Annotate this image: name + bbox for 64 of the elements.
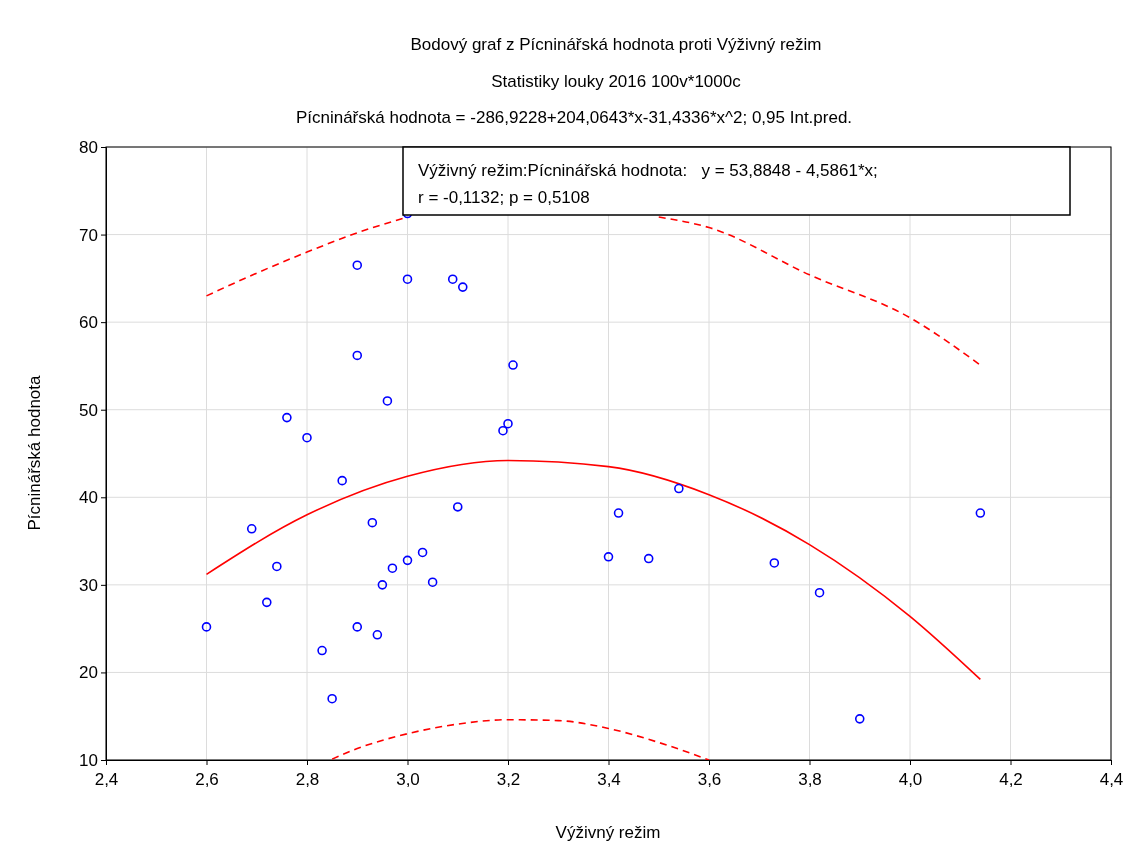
x-tick-label: 3,6 bbox=[697, 770, 722, 789]
annotation: Výživný režim:Pícninářská hodnota: y = 53,8848 - 4,5861*x; bbox=[418, 161, 878, 180]
line-series bbox=[205, 459, 982, 681]
point bbox=[367, 517, 378, 528]
x-tick-label: 3,4 bbox=[597, 770, 621, 789]
point bbox=[603, 552, 614, 562]
point bbox=[503, 418, 513, 429]
point bbox=[352, 350, 363, 361]
point bbox=[201, 622, 212, 632]
point bbox=[387, 563, 398, 573]
text-box: Výživný režim:Pícninářská hodnota: y = 53,8848 - 4,5861*x; r = -0,1132; p = 0,5108 bbox=[402, 146, 1071, 216]
point bbox=[854, 714, 865, 724]
y-tick-label: 80 bbox=[79, 137, 98, 157]
x-tick-label: 4,4 bbox=[1099, 770, 1124, 789]
y-tick-label: 40 bbox=[79, 488, 98, 508]
y-tick-label: 30 bbox=[79, 575, 98, 595]
point bbox=[613, 508, 624, 518]
point bbox=[427, 577, 438, 588]
y-tick-label: 60 bbox=[79, 313, 98, 333]
point bbox=[282, 412, 292, 423]
point bbox=[674, 483, 684, 494]
point bbox=[457, 282, 468, 292]
x-tick-label: 2,8 bbox=[295, 770, 320, 789]
point bbox=[262, 597, 272, 608]
chart-subtitle: Statistiky louky 2016 100v*1000c bbox=[491, 72, 742, 91]
y-axis-title: Pícninářská hodnota bbox=[25, 374, 44, 531]
point bbox=[769, 558, 780, 568]
point bbox=[272, 561, 282, 572]
x-tick-label: 3,8 bbox=[798, 770, 822, 789]
point bbox=[417, 547, 428, 558]
point bbox=[327, 693, 337, 704]
x-tick-label: 4,2 bbox=[999, 770, 1023, 789]
point bbox=[377, 580, 388, 590]
point bbox=[382, 396, 393, 406]
point bbox=[402, 555, 413, 566]
point bbox=[452, 502, 463, 512]
point bbox=[246, 524, 257, 534]
point bbox=[337, 475, 347, 486]
point bbox=[352, 260, 363, 270]
x-tick-label: 3,0 bbox=[396, 770, 420, 789]
point bbox=[975, 508, 986, 518]
x-tick-label: 2,4 bbox=[94, 770, 119, 789]
point bbox=[352, 622, 363, 632]
annotation: r = -0,1132; p = 0,5108 bbox=[418, 188, 590, 207]
line-series bbox=[331, 718, 710, 760]
point bbox=[402, 274, 413, 285]
y-tick-label: 20 bbox=[79, 663, 98, 683]
point bbox=[508, 360, 518, 370]
point bbox=[643, 553, 654, 564]
chart-title: Bodový graf z Pícninářská hodnota proti Výživný režim bbox=[410, 35, 822, 54]
y-tick-label: 50 bbox=[79, 400, 98, 420]
x-tick-label: 3,2 bbox=[496, 770, 521, 789]
point bbox=[447, 274, 458, 285]
x-tick-label: 4,0 bbox=[898, 770, 923, 789]
point bbox=[814, 587, 825, 598]
text: Pícninářská hodnota = -286,9228+204,0643*x-31,4336*x^2; 0,95 Int.pred. bbox=[295, 108, 853, 127]
point bbox=[498, 425, 508, 436]
point bbox=[372, 629, 383, 640]
x-axis-title: Výživný režim bbox=[555, 823, 661, 842]
point bbox=[317, 645, 327, 656]
y-tick-label: 10 bbox=[79, 750, 98, 770]
y-tick-label: 70 bbox=[79, 225, 98, 245]
point bbox=[302, 432, 312, 443]
x-tick-label: 2,6 bbox=[195, 770, 219, 789]
